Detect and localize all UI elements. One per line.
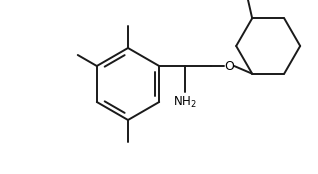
Text: NH$_2$: NH$_2$: [173, 95, 197, 110]
Text: O: O: [224, 60, 234, 73]
